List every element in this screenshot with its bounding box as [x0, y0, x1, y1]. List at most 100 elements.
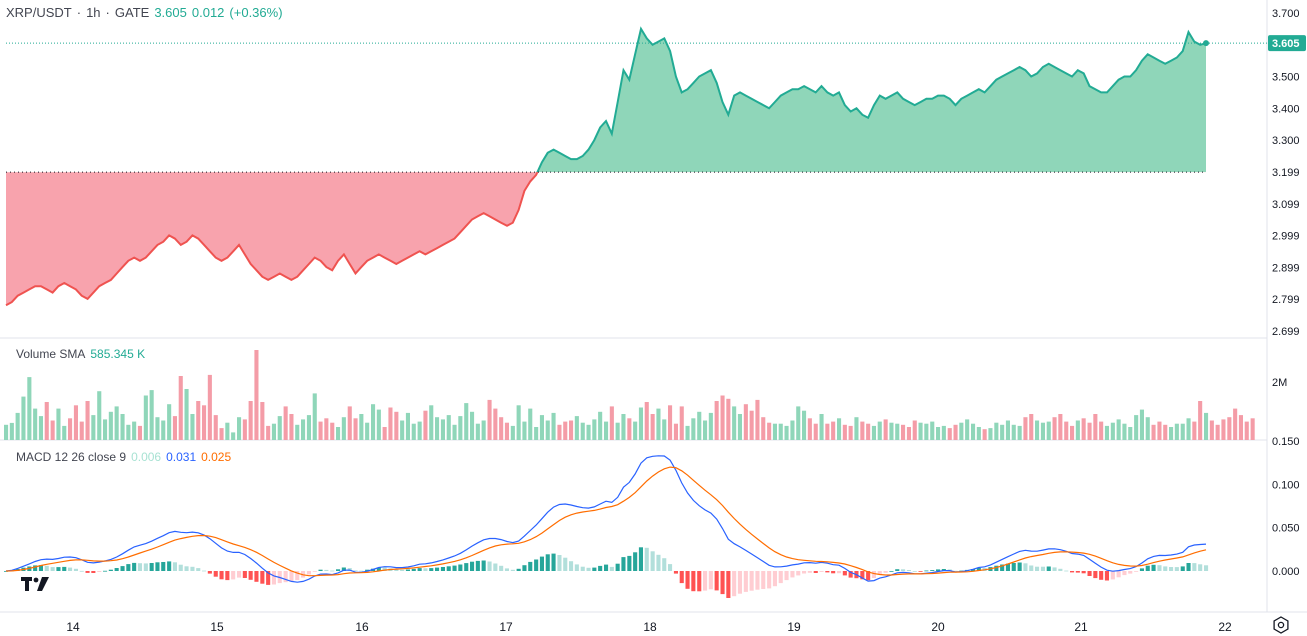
- macd-legend[interactable]: MACD 12 26 close 9 0.006 0.031 0.025: [16, 450, 236, 464]
- macd-histogram-bar: [178, 564, 183, 571]
- macd-histogram-bar: [1029, 565, 1034, 571]
- macd-histogram-bar: [1023, 563, 1028, 571]
- macd-histogram-bar: [1186, 563, 1191, 571]
- volume-bar: [644, 402, 649, 440]
- macd-histogram-bar: [557, 555, 562, 571]
- volume-bar: [178, 376, 183, 440]
- exchange-label[interactable]: GATE: [114, 5, 150, 20]
- volume-bar: [277, 416, 282, 440]
- tradingview-logo-icon[interactable]: [20, 575, 50, 593]
- volume-bar: [481, 420, 486, 440]
- volume-bar: [1093, 414, 1098, 440]
- macd-axis-label: 0.050: [1272, 523, 1300, 535]
- volume-bar: [493, 408, 498, 440]
- volume-bar: [27, 377, 32, 440]
- volume-bar: [464, 403, 469, 440]
- macd-histogram-bar: [592, 567, 597, 571]
- volume-bar: [906, 427, 911, 440]
- volume-bar: [73, 405, 78, 440]
- macd-histogram-bar: [685, 571, 690, 589]
- volume-legend[interactable]: Volume SMA 585.345 K: [16, 347, 150, 361]
- macd-indicator-name[interactable]: MACD 12 26 close 9: [16, 450, 127, 464]
- interval-label[interactable]: 1h: [86, 5, 101, 20]
- macd-histogram-bar: [1000, 564, 1005, 571]
- volume-bar: [411, 423, 416, 440]
- volume-bar: [650, 414, 655, 440]
- volume-bar: [1163, 424, 1168, 440]
- volume-bar: [394, 411, 399, 440]
- volume-bar: [1128, 427, 1133, 440]
- volume-bar: [749, 410, 754, 440]
- volume-bar: [592, 419, 597, 440]
- macd-histogram-bar: [184, 566, 189, 571]
- macd-histogram-bar: [772, 571, 777, 587]
- volume-indicator-name[interactable]: Volume SMA: [16, 347, 86, 361]
- macd-histogram-bar: [1122, 571, 1127, 576]
- macd-histogram-bar: [1052, 567, 1057, 571]
- volume-bar: [324, 418, 329, 440]
- macd-histogram-bar: [1198, 564, 1203, 571]
- macd-histogram-bar: [1116, 571, 1121, 578]
- volume-bar: [132, 421, 137, 440]
- symbol-name[interactable]: XRP/USDT: [6, 5, 72, 20]
- macd-histogram-bar: [283, 571, 288, 583]
- macd-histogram-bar: [895, 569, 900, 571]
- macd-histogram-bar: [1058, 568, 1063, 571]
- macd-histogram-bar: [382, 567, 387, 571]
- macd-signal-line: [5, 466, 1207, 577]
- macd-histogram-bar: [1204, 565, 1209, 571]
- macd-histogram-bar: [580, 566, 585, 571]
- macd-histogram-bar: [941, 569, 946, 571]
- price-area-up: [537, 28, 1206, 173]
- macd-histogram-bar: [132, 562, 137, 571]
- volume-bar: [85, 401, 90, 440]
- macd-histogram-bar: [807, 571, 812, 573]
- volume-bar: [813, 423, 818, 440]
- volume-bar: [1058, 414, 1063, 440]
- macd-histogram-bar: [1064, 570, 1069, 572]
- macd-histogram-bar: [68, 567, 73, 571]
- volume-bar: [56, 408, 61, 440]
- macd-histogram-bar: [551, 553, 556, 571]
- volume-bar: [143, 395, 148, 440]
- volume-bar: [708, 412, 713, 440]
- volume-bar: [21, 396, 26, 440]
- macd-histogram-bar: [1134, 571, 1139, 572]
- volume-bar: [458, 416, 463, 440]
- macd-histogram-bar: [248, 571, 253, 580]
- volume-bar: [1000, 424, 1005, 440]
- macd-histogram-bar: [901, 569, 906, 571]
- volume-bar: [842, 424, 847, 440]
- macd-histogram-bar: [837, 571, 842, 574]
- volume-bar: [15, 412, 20, 440]
- macd-histogram-bar: [825, 571, 830, 573]
- macd-histogram-bar: [266, 571, 271, 585]
- macd-histogram-bar: [213, 571, 218, 577]
- volume-bar: [371, 404, 376, 440]
- macd-histogram-bar: [866, 571, 871, 581]
- volume-bar: [388, 407, 393, 440]
- volume-bar: [207, 374, 212, 440]
- settings-gear-icon[interactable]: [1270, 614, 1292, 636]
- macd-histogram-bar: [743, 571, 748, 592]
- volume-bar: [936, 427, 941, 440]
- volume-bar: [167, 404, 172, 440]
- volume-bars: [4, 350, 1255, 440]
- macd-histogram-bar: [1087, 571, 1092, 576]
- symbol-legend[interactable]: XRP/USDT · 1h · GATE 3.605 0.012 (+0.36%): [6, 5, 288, 20]
- volume-bar: [446, 415, 451, 440]
- volume-bar: [1023, 417, 1028, 440]
- volume-bar: [260, 402, 265, 440]
- volume-bar: [487, 399, 492, 440]
- macd-histogram-bar: [615, 563, 620, 571]
- volume-bar: [1087, 422, 1092, 440]
- macd-histogram-bar: [1104, 571, 1109, 581]
- macd-histogram-bar: [400, 569, 405, 571]
- volume-bar: [1099, 421, 1104, 440]
- volume-bar: [347, 406, 352, 440]
- volume-bar: [901, 424, 906, 440]
- volume-bar: [627, 418, 632, 440]
- macd-histogram-bar: [1040, 566, 1045, 571]
- volume-bar: [68, 418, 73, 440]
